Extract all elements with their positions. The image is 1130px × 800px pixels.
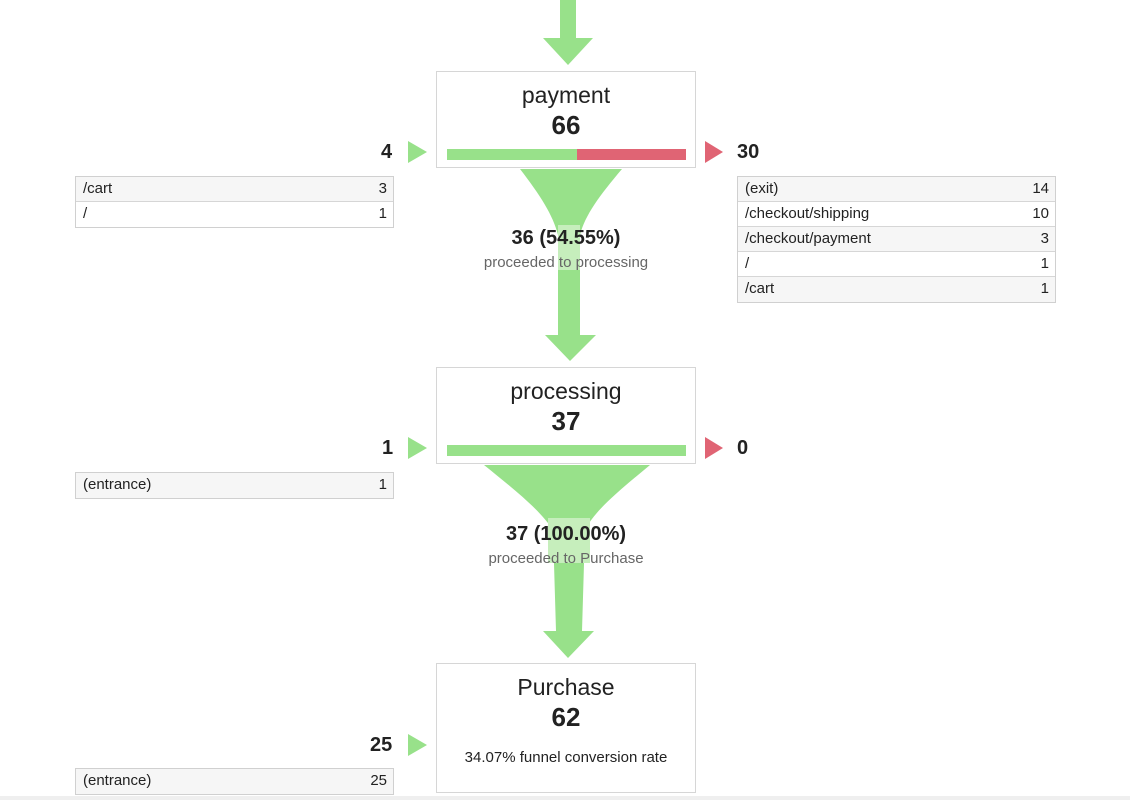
bar-continued-segment	[447, 445, 686, 456]
table-row[interactable]: (entrance) 25	[76, 769, 393, 794]
step-count: 66	[551, 110, 581, 140]
exit-count[interactable]: 30	[737, 141, 760, 163]
step-box-processing[interactable]: processing 37	[436, 367, 696, 464]
entrance-sources-table: (entrance) 1	[75, 472, 394, 499]
exit-destinations-table: (exit) 14 /checkout/shipping 10 /checkout/…	[737, 176, 1056, 303]
row-count: 25	[370, 772, 387, 789]
exit-arrow-icon	[705, 141, 723, 163]
step-box-payment[interactable]: payment 66	[436, 71, 696, 168]
funnel-conversion-rate: 34.07% funnel conversion rate	[464, 749, 668, 766]
entrance-arrow-icon	[408, 437, 427, 459]
row-page: /	[745, 255, 750, 272]
row-count: 1	[378, 476, 387, 493]
entrance-sources-table: /cart 3 /1	[75, 176, 394, 228]
step-count: 62	[551, 702, 581, 732]
row-count: 14	[1032, 180, 1049, 197]
proceeded-label: proceeded to Purchase	[488, 550, 644, 567]
row-count: 1	[378, 205, 387, 222]
exit-arrow-icon	[705, 437, 723, 459]
step-count: 37	[551, 406, 581, 436]
bar-continued-segment	[447, 149, 578, 160]
down-arrow-icon	[543, 631, 594, 658]
row-count: 10	[1032, 205, 1049, 222]
table-row[interactable]: /1	[738, 252, 1055, 277]
table-row[interactable]: /1	[76, 202, 393, 227]
bottom-scroll-edge	[0, 796, 1130, 800]
proceeded-value: 36 (54.55%)	[511, 227, 621, 249]
row-count: 1	[1040, 280, 1049, 297]
entrance-arrow-icon	[408, 734, 427, 756]
entrance-arrow-icon	[408, 141, 427, 163]
proceeded-label: proceeded to processing	[483, 254, 649, 271]
table-row[interactable]: /cart 3	[76, 177, 393, 202]
step-name: processing	[510, 378, 622, 404]
step-progress-bar	[447, 445, 686, 456]
row-page: /cart	[745, 280, 775, 297]
exit-count[interactable]: 0	[737, 437, 749, 459]
table-row[interactable]: (exit) 14	[738, 177, 1055, 202]
row-page: /cart	[83, 180, 113, 197]
processing-funnel-shape	[484, 465, 650, 631]
table-row[interactable]: /cart 1	[738, 277, 1055, 302]
table-row[interactable]: /checkout/payment 3	[738, 227, 1055, 252]
down-arrow-icon	[545, 335, 596, 361]
down-arrow-icon	[543, 0, 593, 65]
step-progress-bar	[447, 149, 686, 160]
row-count: 3	[1040, 230, 1049, 247]
entrance-sources-table: (entrance) 25	[75, 768, 394, 795]
payment-funnel-shape	[520, 169, 622, 335]
row-page: /	[83, 205, 88, 222]
row-page: (entrance)	[83, 772, 152, 789]
entrance-count[interactable]: 25	[370, 734, 393, 756]
table-row[interactable]: /checkout/shipping 10	[738, 202, 1055, 227]
row-count: 3	[378, 180, 387, 197]
entrance-count[interactable]: 4	[381, 141, 393, 163]
step-box-purchase[interactable]: Purchase 62 34.07% funnel conversion rat…	[436, 663, 696, 793]
step-name: payment	[521, 82, 611, 108]
entrance-count[interactable]: 1	[382, 437, 394, 459]
row-page: /checkout/payment	[745, 230, 871, 247]
row-page: (exit)	[745, 180, 779, 197]
row-page: /checkout/shipping	[745, 205, 870, 222]
row-page: (entrance)	[83, 476, 152, 493]
row-count: 1	[1040, 255, 1049, 272]
bar-exit-segment	[577, 149, 686, 160]
table-row[interactable]: (entrance) 1	[76, 473, 393, 498]
proceeded-value: 37 (100.00%)	[505, 523, 627, 545]
step-name: Purchase	[517, 674, 615, 700]
